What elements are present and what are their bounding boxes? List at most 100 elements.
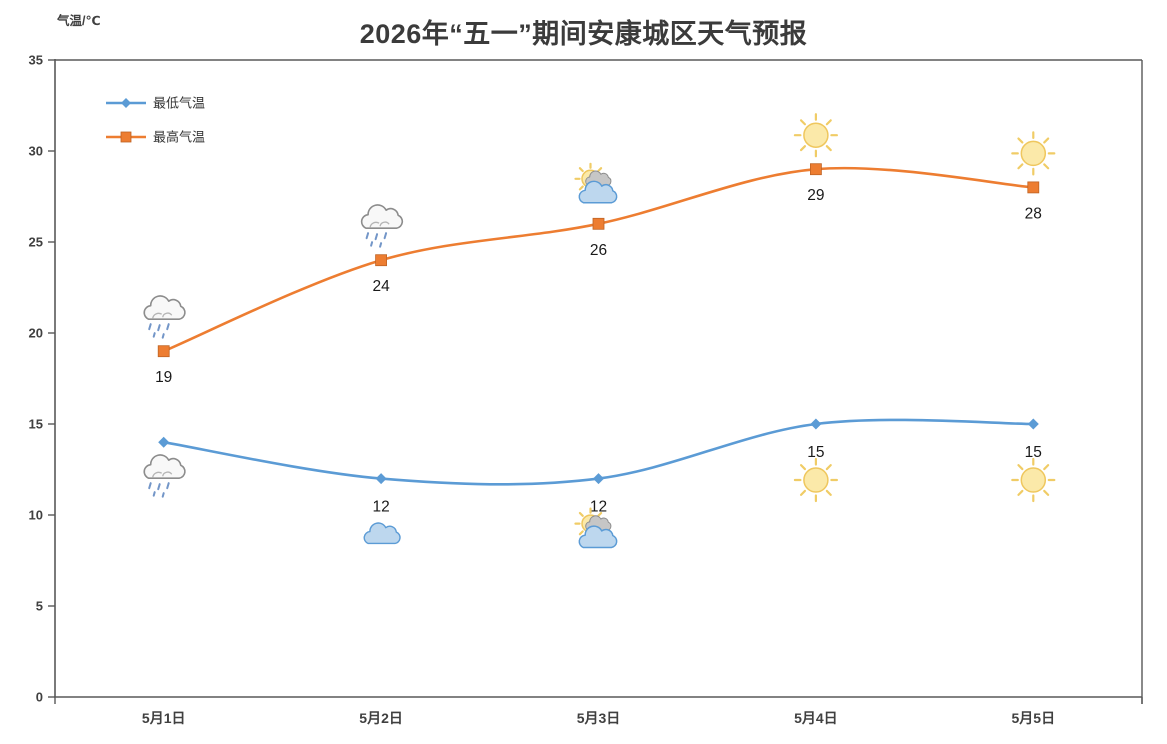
sun-ray bbox=[1043, 137, 1050, 144]
legend-label: 最高气温 bbox=[153, 130, 205, 145]
sun-ray bbox=[825, 464, 832, 471]
sun-ray bbox=[825, 119, 832, 126]
cloud-detail bbox=[152, 471, 163, 478]
sun-ray bbox=[799, 145, 807, 152]
x-category-label: 5月5日 bbox=[1012, 710, 1056, 726]
data-marker-diamond bbox=[158, 436, 170, 448]
sun-ray bbox=[1017, 137, 1024, 144]
cloud-detail bbox=[152, 312, 163, 319]
cloud-detail bbox=[379, 221, 390, 227]
rain-drop bbox=[379, 242, 383, 248]
data-label: 19 bbox=[155, 369, 172, 386]
data-label: 24 bbox=[372, 278, 390, 295]
legend-item-最低气温: 最低气温 bbox=[106, 96, 205, 111]
y-tick-label: 25 bbox=[29, 235, 43, 250]
legend-item-最高气温: 最高气温 bbox=[106, 130, 205, 145]
rain-drop bbox=[365, 232, 370, 240]
weather-icon-rain-cloud bbox=[143, 295, 186, 339]
cloud-detail bbox=[162, 471, 173, 477]
sun-ray bbox=[825, 145, 832, 152]
sun-ray bbox=[578, 511, 584, 517]
rain-drop bbox=[166, 323, 170, 331]
weather-icon-rain-cloud bbox=[360, 204, 404, 248]
rain-drop bbox=[152, 491, 156, 497]
rain-drop bbox=[152, 332, 156, 338]
rain-drop bbox=[161, 492, 165, 498]
weather-icon-cloud bbox=[363, 522, 401, 545]
rain-drop bbox=[148, 323, 152, 331]
weather-icon-sun bbox=[793, 457, 839, 503]
sun-ray bbox=[799, 119, 807, 126]
sun-ray bbox=[1017, 464, 1024, 471]
legend-marker-square bbox=[120, 131, 132, 143]
weather-icon-sun bbox=[1011, 457, 1056, 503]
data-label: 28 bbox=[1025, 205, 1042, 222]
rain-drop bbox=[383, 232, 388, 240]
sun-ray bbox=[578, 167, 584, 173]
data-label: 12 bbox=[590, 499, 607, 516]
cloud-shape bbox=[578, 180, 618, 204]
sun-disc bbox=[803, 122, 829, 148]
y-tick-label: 30 bbox=[29, 144, 43, 159]
x-category-label: 5月1日 bbox=[142, 710, 186, 726]
rain-drop bbox=[166, 482, 170, 490]
data-marker-square bbox=[375, 254, 388, 267]
sun-ray bbox=[1017, 163, 1024, 170]
data-marker-diamond bbox=[375, 473, 387, 485]
weather-icon-sun bbox=[1011, 131, 1056, 176]
weather-icon-sun-cloud bbox=[574, 162, 618, 204]
rain-drop bbox=[157, 324, 161, 332]
sun-ray bbox=[825, 489, 832, 496]
rain-drop bbox=[148, 482, 152, 490]
y-tick-label: 20 bbox=[29, 326, 43, 341]
data-marker-square bbox=[592, 217, 605, 230]
data-marker-diamond bbox=[810, 418, 822, 430]
rain-drop bbox=[161, 333, 165, 339]
y-tick-label: 15 bbox=[29, 417, 43, 432]
cloud-detail bbox=[162, 312, 173, 318]
data-marker-diamond bbox=[593, 473, 604, 485]
sun-ray bbox=[1017, 489, 1024, 496]
y-tick-label: 0 bbox=[36, 690, 43, 705]
rain-drop bbox=[157, 483, 161, 491]
legend-marker-diamond bbox=[121, 98, 131, 108]
data-label: 15 bbox=[1025, 444, 1042, 461]
sun-ray bbox=[578, 530, 584, 536]
y-axis-title: 气温/℃ bbox=[57, 14, 101, 28]
x-category-label: 5月2日 bbox=[359, 710, 403, 726]
sun-ray bbox=[1043, 464, 1050, 471]
sun-ray bbox=[597, 167, 603, 173]
sun-disc bbox=[1020, 140, 1047, 167]
rain-drop bbox=[370, 241, 374, 247]
sun-ray bbox=[578, 185, 584, 191]
cloud-shape bbox=[360, 204, 404, 229]
sun-ray bbox=[1043, 163, 1050, 170]
cloud-shape bbox=[363, 522, 401, 545]
data-label: 12 bbox=[372, 499, 389, 516]
rain-drop bbox=[374, 233, 379, 241]
data-marker-square bbox=[1027, 181, 1040, 194]
sun-disc bbox=[1020, 467, 1047, 493]
weather-icon-sun bbox=[793, 113, 839, 158]
data-marker-square bbox=[157, 345, 170, 358]
data-label: 29 bbox=[807, 187, 824, 204]
chart-title: 2026年“五一”期间安康城区天气预报 bbox=[359, 19, 808, 49]
data-marker-square bbox=[810, 163, 822, 176]
y-tick-label: 5 bbox=[36, 599, 43, 614]
cloud-shape bbox=[143, 295, 186, 321]
weather-icon-sun-cloud bbox=[574, 507, 618, 549]
weather-icon-rain-cloud bbox=[143, 454, 186, 498]
x-category-label: 5月3日 bbox=[577, 710, 621, 726]
cloud-shape bbox=[143, 454, 186, 480]
sun-disc bbox=[803, 467, 829, 493]
sun-ray bbox=[799, 489, 807, 496]
legend-label: 最低气温 bbox=[153, 96, 205, 111]
y-tick-label: 10 bbox=[29, 508, 43, 523]
data-label: 15 bbox=[807, 444, 824, 461]
x-category-label: 5月4日 bbox=[794, 710, 838, 726]
data-marker-diamond bbox=[1027, 418, 1039, 430]
y-tick-label: 35 bbox=[29, 53, 43, 68]
cloud-detail bbox=[369, 221, 380, 228]
cloud-shape bbox=[578, 525, 618, 549]
